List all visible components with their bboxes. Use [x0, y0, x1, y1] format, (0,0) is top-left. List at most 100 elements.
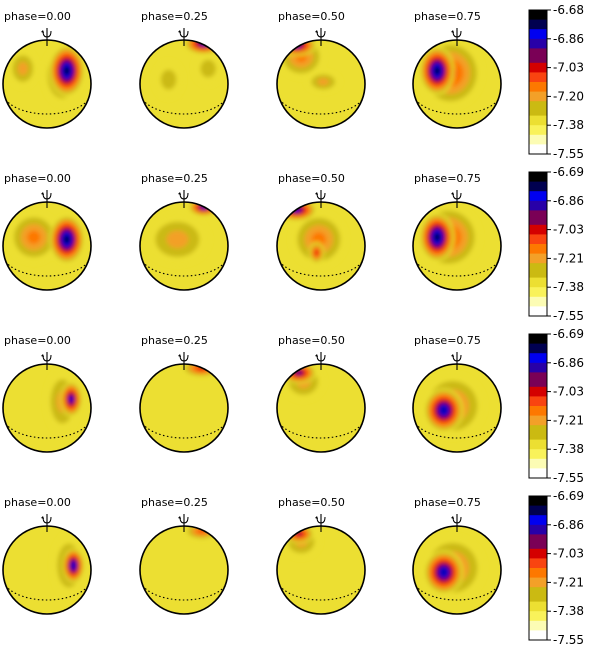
colorbar-tick-label: -7.21: [553, 413, 584, 427]
colorbar-tick-label: -7.21: [553, 251, 584, 265]
equator-line: [140, 91, 228, 115]
equator-line: [3, 577, 91, 601]
colorbar-tick-label: -6.69: [553, 489, 584, 503]
phase-label: phase=0.50: [278, 496, 345, 509]
colorbar-band: [529, 592, 547, 598]
colorbar-tick-label: -7.38: [553, 280, 584, 294]
colorbar-band: [529, 539, 547, 545]
colorbar-band: [529, 558, 547, 564]
colorbar-band: [529, 306, 547, 312]
colorbar-band: [529, 292, 547, 298]
map-panel: phase=0.00: [2, 172, 92, 291]
rotation-arrow-icon: [42, 354, 52, 362]
equator-line: [277, 415, 365, 439]
colorbar-band: [529, 272, 547, 279]
colorbar-band: [529, 568, 547, 574]
colorbar-band: [529, 606, 547, 612]
colorbar-tick-label: -6.86: [553, 518, 584, 532]
colorbar-band: [529, 338, 547, 345]
rotation-arrow-icon: [452, 516, 462, 524]
colorbar-band: [529, 406, 547, 412]
equator-line: [3, 253, 91, 277]
colorbar-band: [529, 449, 547, 455]
rotation-arrow-icon: [179, 192, 189, 200]
surface-spot: [315, 250, 318, 255]
colorbar-band: [529, 401, 547, 407]
colorbar-band: [529, 215, 547, 221]
colorbar-band: [529, 372, 547, 378]
colorbar-tick-label: -7.03: [553, 61, 584, 75]
colorbar-band: [529, 134, 547, 141]
colorbar-band: [529, 287, 547, 293]
equator-line: [140, 253, 228, 277]
rotation-arrowhead-icon: [315, 192, 318, 195]
rotation-arrowhead-icon: [178, 354, 181, 357]
colorbar-band: [529, 224, 547, 231]
colorbar-band: [529, 334, 547, 340]
rotation-arrowhead-icon: [315, 516, 318, 519]
colorbar-band: [529, 220, 547, 226]
colorbar-band: [529, 500, 547, 507]
colorbar-band: [529, 91, 547, 97]
equator-line: [140, 577, 228, 601]
equator-line: [277, 577, 365, 601]
colorbar-band: [529, 14, 547, 21]
colorbar-frame: [528, 333, 548, 479]
colorbar-band: [529, 38, 547, 45]
colorbar-band: [529, 343, 547, 349]
colorbar-band: [529, 505, 547, 511]
equator-line: [3, 415, 91, 439]
rotation-arrowhead-icon: [315, 30, 318, 33]
colorbar-band: [529, 234, 547, 240]
rotation-arrow-icon: [316, 354, 326, 362]
rotation-arrowhead-icon: [41, 192, 44, 195]
phase-label: phase=0.50: [278, 334, 345, 347]
colorbar-band: [529, 34, 547, 40]
phase-label: phase=0.75: [414, 496, 481, 509]
phase-label: phase=0.00: [4, 334, 71, 347]
colorbar-band: [529, 572, 547, 579]
rotation-arrowhead-icon: [178, 516, 181, 519]
colorbar-band: [529, 115, 547, 121]
colorbar-band: [529, 596, 547, 603]
rotation-arrowhead-icon: [178, 30, 181, 33]
colorbar-band: [529, 48, 547, 54]
colorbar-frame: [528, 171, 548, 317]
colorbar-band: [529, 577, 547, 583]
colorbar-band: [529, 149, 547, 155]
colorbar-band: [529, 67, 547, 73]
colorbar-band: [529, 520, 547, 526]
rotation-arrowhead-icon: [451, 354, 454, 357]
colorbar-band: [529, 53, 547, 59]
colorbar-band: [529, 248, 547, 255]
colorbar-band: [529, 548, 547, 555]
colorbar-band: [529, 534, 547, 540]
colorbar-band: [529, 358, 547, 364]
surface-spot: [296, 371, 302, 375]
colorbar-band: [529, 205, 547, 211]
surface-spot: [435, 68, 439, 74]
colorbar-band: [529, 410, 547, 417]
colorbar-band: [529, 120, 547, 126]
colorbar-band: [529, 515, 547, 521]
colorbar-band: [529, 458, 547, 465]
colorbar-band: [529, 463, 547, 469]
colorbar-band: [529, 130, 547, 136]
colorbar-tick-label: -7.03: [553, 547, 584, 561]
phase-label: phase=0.75: [414, 10, 481, 23]
rotation-arrow-icon: [316, 516, 326, 524]
colorbar: -6.68 -6.86 -7.03 -7.20 -7.38 -7.55: [528, 3, 584, 161]
surface-spot: [200, 59, 216, 78]
colorbar-tick-label: -7.20: [553, 89, 584, 103]
colorbar-band: [529, 110, 547, 117]
colorbar-band: [529, 106, 547, 112]
surface-spot: [27, 230, 41, 244]
colorbar-band: [529, 301, 547, 307]
colorbar-band: [529, 282, 547, 288]
phase-label: phase=0.25: [141, 10, 208, 23]
equator-line: [140, 415, 228, 439]
colorbar-band: [529, 86, 547, 93]
colorbar-band: [529, 510, 547, 516]
colorbar-band: [529, 210, 547, 216]
rotation-arrowhead-icon: [178, 192, 181, 195]
